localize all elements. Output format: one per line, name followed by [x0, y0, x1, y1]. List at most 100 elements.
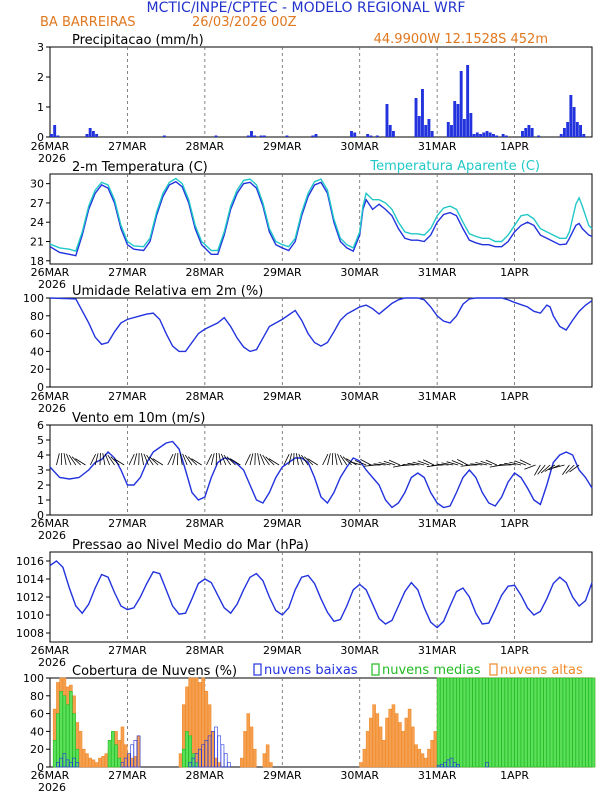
mid-cloud-bar	[578, 677, 583, 768]
mid-cloud-bar	[56, 713, 60, 768]
panel-title: 2-m Temperatura (C)	[72, 160, 208, 175]
y-tick-label: 0	[37, 131, 44, 144]
precip-bar	[504, 135, 508, 137]
y-tick-label: 0	[37, 381, 44, 394]
high-cloud-bar	[417, 748, 422, 768]
y-tick-label: 2	[37, 71, 44, 84]
wind-arrow	[565, 464, 575, 474]
x-tick-label: 28MAR	[186, 644, 225, 657]
wind-arrow	[210, 453, 215, 466]
x-tick-label: 1APR	[500, 140, 529, 153]
high-cloud-bar	[378, 726, 383, 768]
precip-bar	[369, 135, 373, 137]
wind-arrow	[128, 454, 135, 466]
mid-cloud-bar	[588, 677, 593, 768]
x-tick-label: 1APR	[500, 390, 529, 403]
mid-cloud-bar	[507, 677, 512, 768]
wind-arrow	[378, 462, 391, 466]
mid-cloud-bar	[530, 677, 534, 768]
high-cloud-bar	[78, 731, 83, 768]
wind-arrow	[187, 456, 198, 466]
mid-cloud-bar	[485, 677, 489, 768]
run-date: 26/03/2026 00Z	[192, 15, 297, 30]
wind-arrow	[262, 454, 270, 466]
mid-cloud-bar	[540, 677, 544, 768]
y-tick-label: 1	[37, 494, 44, 507]
mid-cloud-bar	[72, 713, 76, 768]
wind-arrow	[475, 462, 488, 466]
wind-arrow	[509, 461, 522, 466]
wind-arrow	[470, 463, 483, 466]
mid-cloud-bar	[52, 739, 57, 768]
wind-arrow	[422, 459, 435, 466]
panel-title: Pressao ao Nivel Medio do Mar (hPa)	[72, 538, 309, 553]
precip-bar	[524, 128, 528, 137]
high-cloud-bar	[404, 717, 409, 768]
precip-bar	[582, 134, 586, 137]
mid-cloud-bar	[585, 677, 589, 768]
x-tick-label: 28MAR	[186, 266, 225, 279]
wind-arrow	[288, 453, 293, 466]
temp-legend: Temperatura Aparente (C)	[369, 159, 540, 174]
wind-arrow	[540, 464, 551, 474]
x-tick-label: 27MAR	[108, 266, 147, 279]
x-tick-label: 28MAR	[186, 140, 225, 153]
mid-cloud-bar	[517, 677, 522, 768]
wind-arrow	[133, 453, 138, 466]
wind-arrow	[56, 453, 60, 466]
precip-bar	[566, 122, 570, 137]
x-year-label: 2026	[38, 656, 66, 669]
high-cloud-bar	[414, 744, 418, 768]
wind-arrow	[436, 463, 449, 466]
x-tick-label: 31MAR	[418, 390, 457, 403]
wind-arrow	[304, 456, 314, 466]
low-cloud-bar	[75, 762, 80, 768]
mid-cloud-bar	[527, 677, 531, 768]
high-cloud-bar	[398, 722, 402, 768]
precip-bar	[427, 119, 431, 137]
wind-arrow	[519, 459, 531, 466]
high-cloud-bar	[94, 762, 99, 768]
x-tick-label: 29MAR	[263, 769, 302, 782]
mid-cloud-bar	[446, 677, 451, 768]
y-tick-label: 1	[37, 101, 44, 114]
precip-bar	[482, 132, 486, 137]
mid-cloud-bar	[504, 677, 509, 768]
precip-bar	[537, 135, 541, 137]
high-cloud-bar	[362, 748, 367, 768]
wind-arrow	[152, 458, 164, 466]
wind-arrow	[441, 462, 454, 466]
precip-bar	[572, 107, 576, 137]
wind-arrow	[334, 453, 338, 466]
x-tick-label: 26MAR	[31, 517, 70, 530]
high-cloud-bar	[372, 704, 376, 768]
wind-arrow	[167, 454, 174, 466]
mid-cloud-bar	[469, 677, 473, 768]
x-tick-label: 1APR	[500, 517, 529, 530]
high-cloud-bar	[85, 753, 89, 768]
x-tick-label: 28MAR	[186, 517, 225, 530]
precip-bar	[246, 135, 250, 137]
wind-arrow	[206, 454, 213, 466]
mid-cloud-bar	[494, 677, 499, 768]
x-year-label: 2026	[38, 278, 66, 291]
mid-cloud-bar	[562, 677, 567, 768]
x-tick-label: 26MAR	[31, 140, 70, 153]
wind-arrow	[113, 458, 125, 466]
precip-bar	[469, 113, 473, 137]
mid-cloud-bar	[107, 739, 112, 768]
mid-cloud-bar	[472, 677, 476, 768]
precip-bar	[56, 135, 60, 137]
header: MCTIC/INPE/CPTEC - MODELO REGIONAL WRF B…	[40, 0, 548, 47]
high-cloud-bar	[394, 713, 399, 768]
wind-arrow	[172, 453, 176, 466]
wind-arrow	[102, 453, 106, 466]
cloud-legend-label: nuvens baixas	[264, 663, 358, 678]
mid-cloud-bar	[449, 677, 454, 768]
y-tick-label: 1008	[16, 627, 44, 640]
high-cloud-bar	[81, 748, 86, 768]
precip-bar	[353, 132, 357, 137]
high-cloud-bar	[136, 735, 141, 768]
y-tick-label: 1014	[16, 573, 44, 586]
x-tick-label: 28MAR	[186, 390, 225, 403]
